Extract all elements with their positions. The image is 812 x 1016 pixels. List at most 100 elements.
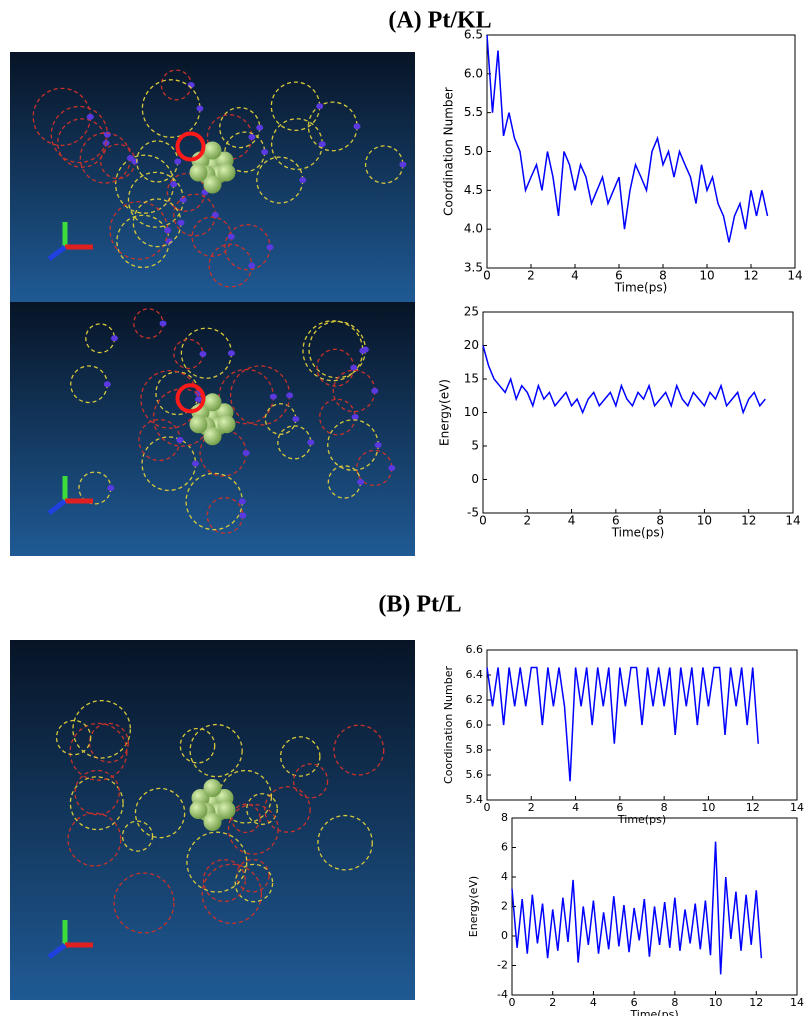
cation — [319, 141, 326, 147]
structure-image — [10, 640, 415, 1000]
cation — [371, 388, 378, 394]
x-tick-label: 0 — [483, 269, 491, 283]
plot-frame — [487, 35, 795, 268]
pt-atom — [190, 164, 208, 182]
x-tick-label: 10 — [701, 801, 715, 814]
x-axis-label: Time(ps) — [611, 526, 665, 540]
structure-image — [10, 302, 415, 556]
pt-atom — [218, 164, 236, 182]
x-tick-label: 12 — [746, 801, 760, 814]
x-tick-label: 14 — [790, 801, 804, 814]
pt-atom — [204, 393, 222, 411]
structure-image — [10, 52, 415, 302]
y-tick-label: 5.5 — [464, 105, 483, 119]
cation — [375, 442, 382, 448]
y-tick-label: 15 — [464, 372, 479, 386]
y-tick-label: 5 — [471, 439, 479, 453]
x-tick-label: 2 — [549, 996, 556, 1009]
y-tick-label: -4 — [497, 988, 508, 1001]
x-tick-label: 2 — [527, 269, 535, 283]
y-tick-label: 5.4 — [466, 793, 484, 806]
y-tick-label: 8 — [501, 811, 508, 824]
y-axis-label: Coordination Number — [442, 87, 456, 216]
y-tick-label: 6.4 — [466, 668, 484, 681]
data-line — [487, 668, 758, 782]
y-axis-label: Coordination Number — [442, 666, 455, 784]
cation — [399, 162, 406, 168]
cation — [299, 177, 306, 183]
cation — [199, 351, 206, 357]
x-tick-label: 4 — [568, 514, 576, 528]
cation — [195, 396, 202, 402]
cation — [177, 220, 184, 226]
cation — [267, 244, 274, 250]
cation — [307, 439, 314, 445]
pt-atom — [204, 427, 222, 445]
cation — [164, 227, 171, 233]
x-tick-label: 4 — [590, 996, 597, 1009]
y-tick-label: 4 — [501, 870, 508, 883]
cation — [256, 125, 263, 131]
cation — [104, 381, 111, 387]
data-line — [487, 35, 768, 242]
pt-atom — [204, 142, 222, 160]
x-tick-label: 12 — [741, 514, 756, 528]
y-tick-label: 0 — [471, 472, 479, 486]
y-tick-label: 4.0 — [464, 222, 483, 236]
cation — [170, 181, 177, 187]
y-tick-label: -5 — [467, 506, 479, 520]
cation — [160, 320, 167, 326]
cation — [248, 263, 255, 269]
cation — [196, 106, 203, 112]
y-tick-label: 6.0 — [464, 66, 483, 80]
x-tick-label: 10 — [699, 269, 714, 283]
y-axis-label: Energy(eV) — [438, 379, 452, 446]
y-tick-label: 4.5 — [464, 183, 483, 197]
cation — [176, 437, 183, 443]
cation — [354, 123, 361, 129]
x-tick-label: 14 — [787, 269, 802, 283]
cation — [248, 134, 255, 140]
y-tick-label: 5.8 — [466, 743, 484, 756]
cation — [359, 348, 366, 354]
section-title: (B) Pt/L — [378, 592, 461, 618]
cation — [388, 465, 395, 471]
x-tick-label: 2 — [523, 514, 531, 528]
plot-frame — [483, 312, 793, 513]
pt-atom — [204, 779, 222, 797]
x-tick-label: 12 — [743, 269, 758, 283]
x-tick-label: 10 — [709, 996, 723, 1009]
cation — [286, 392, 293, 398]
cation — [243, 450, 250, 456]
cation — [107, 485, 114, 491]
y-tick-label: 10 — [464, 405, 479, 419]
y-tick-label: 25 — [464, 305, 479, 319]
cation — [316, 103, 323, 109]
y-tick-label: 6.5 — [464, 28, 483, 42]
y-tick-label: 6.0 — [466, 718, 484, 731]
y-tick-label: -2 — [497, 959, 508, 972]
x-tick-label: 4 — [571, 269, 579, 283]
cation — [192, 461, 199, 467]
cation — [239, 498, 246, 504]
x-tick-label: 14 — [790, 996, 804, 1009]
y-axis-label: Energy(eV) — [467, 876, 480, 937]
x-tick-label: 12 — [749, 996, 763, 1009]
cation — [228, 234, 235, 240]
y-tick-label: 6.2 — [466, 693, 484, 706]
y-tick-label: 6 — [501, 841, 508, 854]
figure: (A) Pt/KL (B) Pt/L 024681012143.54.04.55… — [0, 0, 812, 1016]
x-tick-label: 10 — [697, 514, 712, 528]
y-tick-label: 20 — [464, 338, 479, 352]
x-tick-label: 4 — [572, 801, 579, 814]
cation — [228, 350, 235, 356]
pt-atom — [218, 415, 236, 433]
y-tick-label: 2 — [501, 900, 508, 913]
y-tick-label: 6.6 — [466, 643, 484, 656]
pt-atom — [218, 801, 236, 819]
y-tick-label: 0 — [501, 929, 508, 942]
x-axis-label: Time(ps) — [617, 813, 666, 826]
pt-atom — [190, 415, 208, 433]
cation — [174, 158, 181, 164]
pt-atom — [204, 176, 222, 194]
